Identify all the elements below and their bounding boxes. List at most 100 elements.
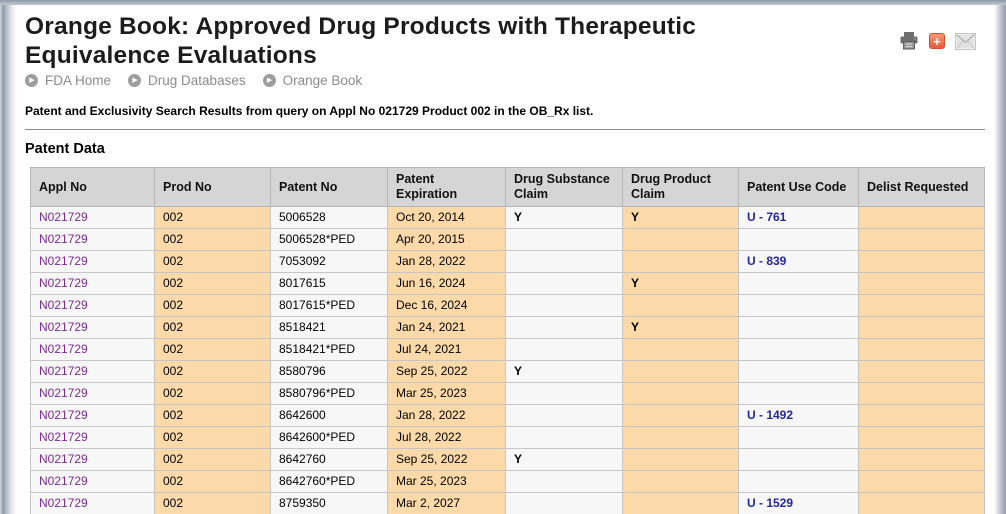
table-row: N021729 002 8642760 Sep 25, 2022 Y [30,448,985,471]
patent-use-code-link [738,272,859,295]
patent-expiration-cell: Jun 16, 2024 [387,272,506,295]
table-row: N021729 002 7053092 Jan 28, 2022 U - 839 [30,250,985,273]
patent-use-code-link[interactable]: U - 839 [738,250,859,273]
patent-use-code-link[interactable]: U - 1492 [738,404,859,427]
patent-no-cell: 8642760 [270,448,388,471]
breadcrumb-label: Orange Book [282,73,363,88]
patent-no-cell: 8017615 [270,272,388,295]
table-header-row: Appl No Prod No Patent No Patent Expiration… [30,167,985,207]
breadcrumb-link-fda-home[interactable]: ▶ FDA Home [25,73,111,88]
column-header-patent-expiration: Patent Expiration [387,167,506,207]
appl-no-link[interactable]: N021729 [30,360,155,383]
patent-expiration-cell: Mar 2, 2027 [387,492,506,514]
drug-substance-claim-cell [505,250,623,273]
drug-product-claim-cell [622,470,739,493]
delist-requested-cell [858,360,985,383]
table-row: N021729 002 8518421 Jan 24, 2021 Y [30,316,985,339]
appl-no-link[interactable]: N021729 [30,250,155,273]
print-icon[interactable] [899,32,919,50]
appl-no-link[interactable]: N021729 [30,206,155,229]
breadcrumb-label: FDA Home [45,73,112,88]
appl-no-link[interactable]: N021729 [30,338,155,361]
drug-substance-claim-cell [505,338,623,361]
patent-use-code-link[interactable]: U - 1529 [738,492,859,514]
patent-no-cell: 8518421 [270,316,388,339]
patent-expiration-cell: Mar 25, 2023 [387,382,506,405]
appl-no-link[interactable]: N021729 [30,272,155,295]
email-icon[interactable] [955,32,976,50]
patent-expiration-cell: Mar 25, 2023 [387,470,506,493]
patent-use-code-link [738,426,859,449]
prod-no-cell: 002 [154,272,271,295]
drug-product-claim-cell: Y [622,206,739,229]
patent-no-cell: 7053092 [270,250,388,273]
patent-expiration-cell: Dec 16, 2024 [387,294,506,317]
drug-substance-claim-cell: Y [505,360,623,383]
breadcrumb: ▶ FDA Home ▶ Drug Databases ▶ Orange Book [25,73,987,88]
patent-no-cell: 8017615*PED [270,294,388,317]
patent-use-code-link [738,316,859,339]
appl-no-link[interactable]: N021729 [30,316,155,339]
breadcrumb-arrow-icon: ▶ [25,74,38,87]
breadcrumb-arrow-icon: ▶ [262,74,276,87]
column-header-drug-product-claim: Drug Product Claim [622,167,739,207]
drug-substance-claim-cell: Y [505,448,623,471]
page-title: Orange Book: Approved Drug Products with… [25,13,697,69]
breadcrumb-link-orange-book[interactable]: ▶ Orange Book [262,73,363,88]
breadcrumb-label: Drug Databases [148,73,246,88]
table-row: N021729 002 8642600*PED Jul 28, 2022 [30,426,985,449]
page-toolbar: + [899,32,976,50]
delist-requested-cell [858,206,985,229]
appl-no-link[interactable]: N021729 [30,448,155,471]
share-add-icon[interactable]: + [929,33,945,49]
column-header-prod-no: Prod No [154,167,271,207]
delist-requested-cell [858,426,985,449]
patent-no-cell: 8580796 [270,360,388,383]
column-header-delist-requested: Delist Requested [858,167,985,207]
drug-product-claim-cell: Y [622,316,739,339]
delist-requested-cell [858,338,985,361]
patent-expiration-cell: Oct 20, 2014 [387,206,506,229]
appl-no-link[interactable]: N021729 [30,492,155,514]
delist-requested-cell [858,228,985,251]
table-row: N021729 002 8580796 Sep 25, 2022 Y [30,360,985,383]
patent-no-cell: 8759350 [270,492,388,514]
patent-expiration-cell: Jan 28, 2022 [387,250,506,273]
query-summary: Patent and Exclusivity Search Results fr… [25,104,594,118]
delist-requested-cell [858,448,985,471]
breadcrumb-link-drug-databases[interactable]: ▶ Drug Databases [128,73,246,88]
window-right-edge [994,0,1006,514]
delist-requested-cell [858,316,985,339]
table-row: N021729 002 5006528 Oct 20, 2014 Y Y U - 761 [30,206,985,229]
appl-no-link[interactable]: N021729 [30,404,155,427]
drug-substance-claim-cell [505,470,623,493]
patent-expiration-cell: Jan 24, 2021 [387,316,506,339]
patent-no-cell: 8642600*PED [270,426,388,449]
content-area: Orange Book: Approved Drug Products with… [25,0,987,514]
window-top-edge [0,0,1006,5]
appl-no-link[interactable]: N021729 [30,294,155,317]
drug-product-claim-cell [622,404,739,427]
patent-use-code-link[interactable]: U - 761 [738,206,859,229]
drug-product-claim-cell [622,426,739,449]
patent-use-code-link [738,338,859,361]
appl-no-link[interactable]: N021729 [30,228,155,251]
appl-no-link[interactable]: N021729 [30,426,155,449]
patent-expiration-cell: Jul 28, 2022 [387,426,506,449]
patent-table-body: N021729 002 5006528 Oct 20, 2014 Y Y U - 761 N0… [30,206,985,514]
drug-product-claim-cell [622,360,739,383]
prod-no-cell: 002 [154,206,271,229]
patent-expiration-cell: Jul 24, 2021 [387,338,506,361]
patent-use-code-link [738,470,859,493]
prod-no-cell: 002 [154,404,271,427]
column-header-drug-substance-claim: Drug Substance Claim [505,167,623,207]
appl-no-link[interactable]: N021729 [30,382,155,405]
delist-requested-cell [858,250,985,273]
patent-expiration-cell: Apr 20, 2015 [387,228,506,251]
prod-no-cell: 002 [154,426,271,449]
appl-no-link[interactable]: N021729 [30,470,155,493]
drug-product-claim-cell [622,448,739,471]
patent-use-code-link [738,294,859,317]
drug-product-claim-cell [622,250,739,273]
